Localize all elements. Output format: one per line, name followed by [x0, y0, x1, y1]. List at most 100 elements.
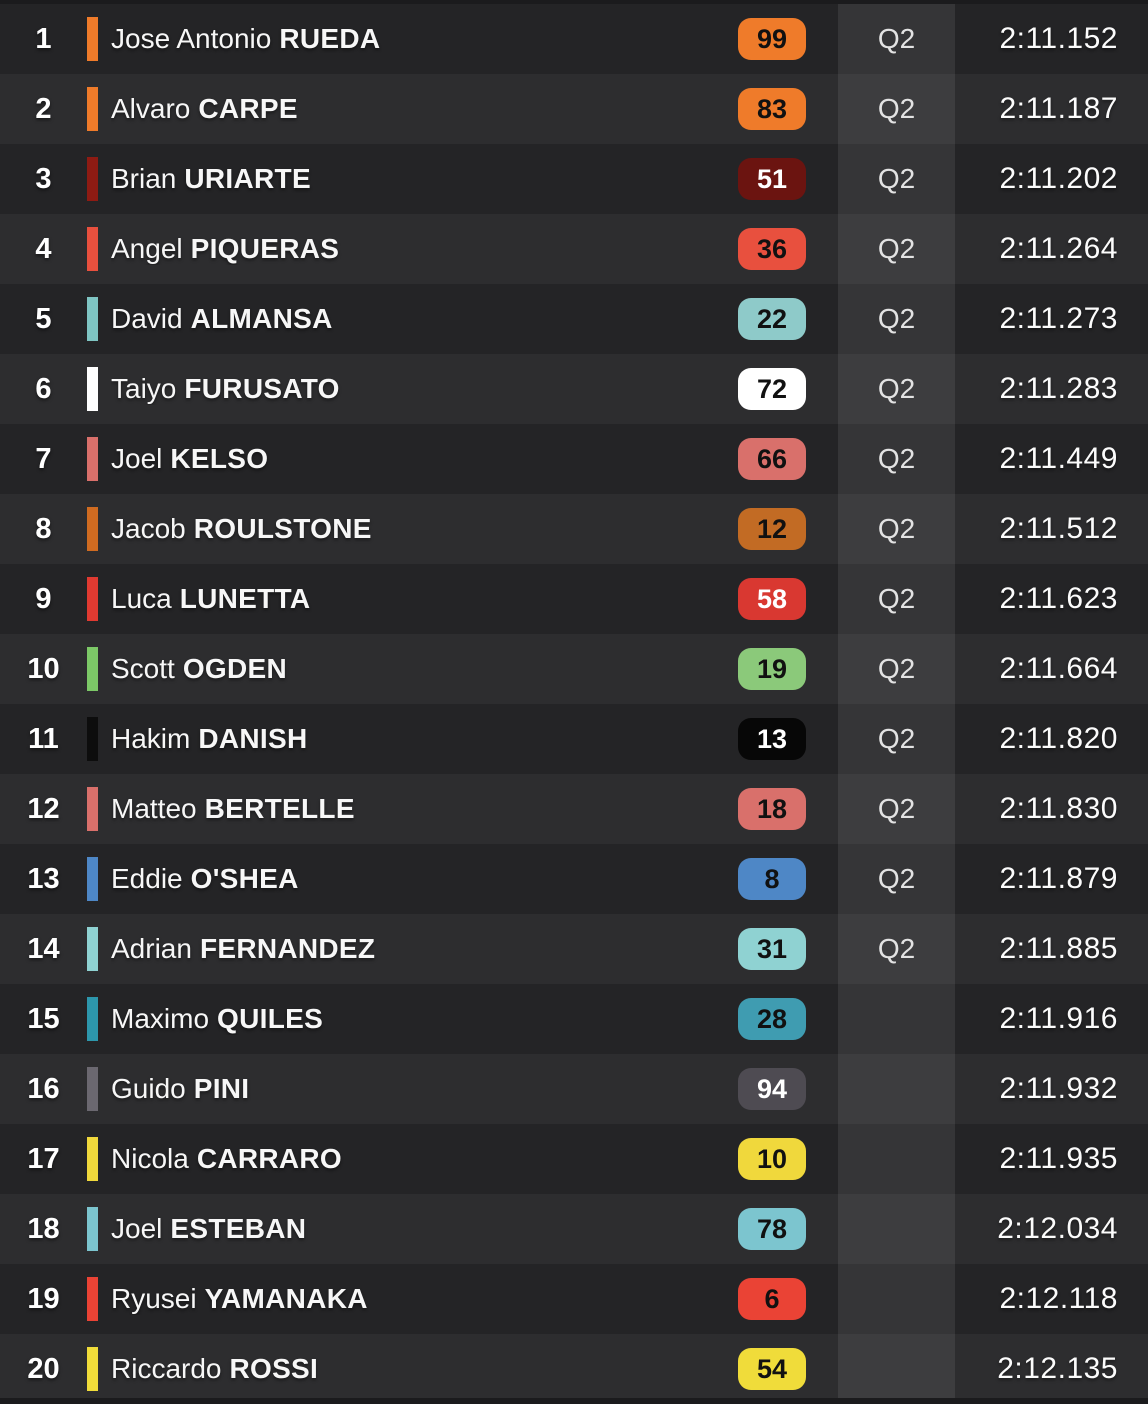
rider-first-name: Maximo	[111, 1003, 210, 1034]
table-row[interactable]: 8 Jacob ROULSTONE 12 Q2 2:11.512	[0, 494, 1148, 564]
rider-name: Nicola CARRARO	[111, 1143, 738, 1175]
rider-name: David ALMANSA	[111, 303, 738, 335]
rider-name: Eddie O'SHEA	[111, 863, 738, 895]
table-row[interactable]: 2 Alvaro CARPE 83 Q2 2:11.187	[0, 74, 1148, 144]
session-cell: Q2	[838, 214, 955, 284]
team-color-bar	[87, 437, 98, 481]
table-row[interactable]: 3 Brian URIARTE 51 Q2 2:11.202	[0, 144, 1148, 214]
rider-first-name: Brian	[111, 163, 177, 194]
position-number: 16	[27, 1072, 60, 1105]
rider-name: Matteo BERTELLE	[111, 793, 738, 825]
team-color-bar	[87, 577, 98, 621]
rider-last-name: LUNETTA	[179, 583, 311, 614]
position-number: 18	[27, 1212, 60, 1245]
rider-number: 28	[756, 1003, 788, 1034]
rider-number: 54	[756, 1353, 788, 1384]
rider-name: Brian URIARTE	[111, 163, 738, 195]
rider-first-name: Taiyo	[111, 373, 177, 404]
table-row[interactable]: 7 Joel KELSO 66 Q2 2:11.449	[0, 424, 1148, 494]
rider-number-badge: 36	[738, 228, 806, 270]
session-cell: Q2	[838, 564, 955, 634]
team-color-bar	[87, 1347, 98, 1391]
position-number: 10	[27, 652, 60, 685]
table-row[interactable]: 12 Matteo BERTELLE 18 Q2 2:11.830	[0, 774, 1148, 844]
table-row[interactable]: 10 Scott OGDEN 19 Q2 2:11.664	[0, 634, 1148, 704]
rider-first-name: Joel	[111, 1213, 163, 1244]
table-row[interactable]: 17 Nicola CARRARO 10 2:11.935	[0, 1124, 1148, 1194]
rider-number-badge: 78	[738, 1208, 806, 1250]
rider-number: 19	[756, 653, 788, 684]
rider-number-badge: 19	[738, 648, 806, 690]
rider-number: 22	[756, 303, 788, 334]
session-cell	[838, 1054, 955, 1124]
rider-name: Maximo QUILES	[111, 1003, 738, 1035]
lap-time: 2:11.879	[999, 862, 1118, 895]
rider-first-name: Eddie	[111, 863, 183, 894]
position-number: 1	[35, 22, 52, 55]
table-row[interactable]: 14 Adrian FERNANDEZ 31 Q2 2:11.885	[0, 914, 1148, 984]
rider-first-name: Guido	[111, 1073, 186, 1104]
team-color-bar	[87, 507, 98, 551]
team-color-bar	[87, 1207, 98, 1251]
rider-name: Scott OGDEN	[111, 653, 738, 685]
rider-number: 6	[764, 1283, 780, 1314]
rider-last-name: CARPE	[198, 93, 298, 124]
table-row[interactable]: 16 Guido PINI 94 2:11.932	[0, 1054, 1148, 1124]
rider-last-name: DANISH	[198, 723, 308, 754]
rider-name: Guido PINI	[111, 1073, 738, 1105]
rider-last-name: O'SHEA	[190, 863, 299, 894]
position-number: 13	[27, 862, 60, 895]
lap-time: 2:11.820	[999, 722, 1118, 755]
session-cell: Q2	[838, 4, 955, 74]
rider-first-name: Scott	[111, 653, 175, 684]
table-row[interactable]: 20 Riccardo ROSSI 54 2:12.135	[0, 1334, 1148, 1404]
session-cell: Q2	[838, 144, 955, 214]
rider-last-name: ROSSI	[229, 1353, 319, 1384]
position-number: 3	[35, 162, 52, 195]
team-color-bar	[87, 227, 98, 271]
position-number: 6	[35, 372, 52, 405]
rider-last-name: CARRARO	[196, 1143, 343, 1174]
lap-time: 2:12.118	[999, 1282, 1118, 1315]
rider-last-name: ALMANSA	[190, 303, 333, 334]
rider-name: Riccardo ROSSI	[111, 1353, 738, 1385]
rider-number: 78	[756, 1213, 788, 1244]
session-cell: Q2	[838, 774, 955, 844]
team-color-bar	[87, 157, 98, 201]
rider-number-badge: 22	[738, 298, 806, 340]
rider-first-name: Jacob	[111, 513, 186, 544]
session-cell	[838, 1194, 955, 1264]
lap-time: 2:11.830	[999, 792, 1118, 825]
rider-last-name: PIQUERAS	[190, 233, 340, 264]
position-number: 15	[27, 1002, 60, 1035]
rider-name: Jacob ROULSTONE	[111, 513, 738, 545]
table-row[interactable]: 4 Angel PIQUERAS 36 Q2 2:11.264	[0, 214, 1148, 284]
rider-last-name: BERTELLE	[204, 793, 355, 824]
rider-first-name: Luca	[111, 583, 172, 614]
table-row[interactable]: 18 Joel ESTEBAN 78 2:12.034	[0, 1194, 1148, 1264]
rider-number-badge: 99	[738, 18, 806, 60]
rider-number-badge: 10	[738, 1138, 806, 1180]
table-row[interactable]: 19 Ryusei YAMANAKA 6 2:12.118	[0, 1264, 1148, 1334]
table-row[interactable]: 1 Jose Antonio RUEDA 99 Q2 2:11.152	[0, 4, 1148, 74]
table-row[interactable]: 13 Eddie O'SHEA 8 Q2 2:11.879	[0, 844, 1148, 914]
rider-name: Taiyo FURUSATO	[111, 373, 738, 405]
lap-time: 2:11.273	[999, 302, 1118, 335]
table-row[interactable]: 15 Maximo QUILES 28 2:11.916	[0, 984, 1148, 1054]
team-color-bar	[87, 927, 98, 971]
lap-time: 2:11.623	[999, 582, 1118, 615]
table-row[interactable]: 6 Taiyo FURUSATO 72 Q2 2:11.283	[0, 354, 1148, 424]
team-color-bar	[87, 787, 98, 831]
rider-number-badge: 12	[738, 508, 806, 550]
table-row[interactable]: 9 Luca LUNETTA 58 Q2 2:11.623	[0, 564, 1148, 634]
rider-name: Ryusei YAMANAKA	[111, 1283, 738, 1315]
rider-first-name: Riccardo	[111, 1353, 222, 1384]
rider-number-badge: 13	[738, 718, 806, 760]
lap-time: 2:11.664	[999, 652, 1118, 685]
rider-number-badge: 31	[738, 928, 806, 970]
table-row[interactable]: 11 Hakim DANISH 13 Q2 2:11.820	[0, 704, 1148, 774]
session-cell: Q2	[838, 424, 955, 494]
table-row[interactable]: 5 David ALMANSA 22 Q2 2:11.273	[0, 284, 1148, 354]
position-number: 4	[35, 232, 52, 265]
session-cell: Q2	[838, 494, 955, 564]
